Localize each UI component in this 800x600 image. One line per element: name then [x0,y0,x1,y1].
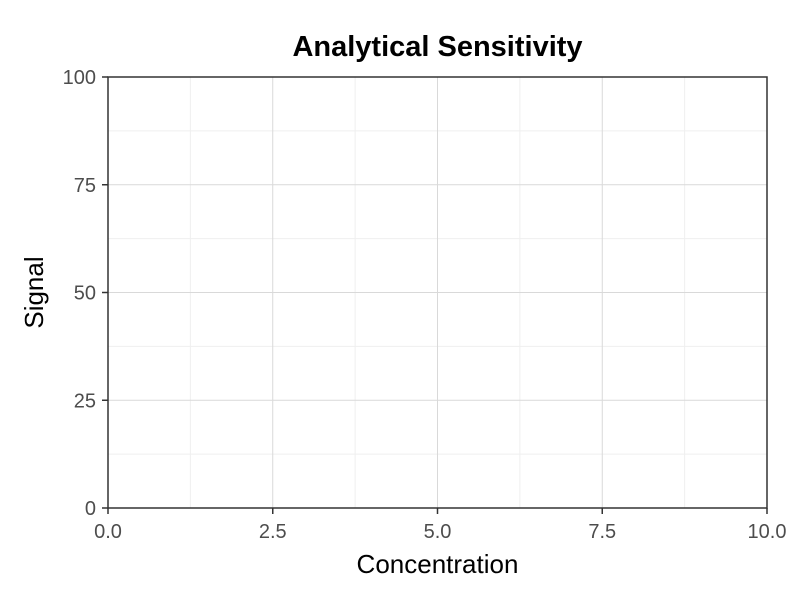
x-tick-label: 2.5 [259,521,287,543]
x-axis-ticks: 0.0 2.5 5.0 7.5 10.0 [94,508,786,543]
x-tick-label: 0.0 [94,521,122,543]
x-axis-title: Concentration [357,549,519,579]
y-axis-ticks: 0 25 50 75 100 [63,67,108,520]
x-tick-label: 5.0 [424,521,452,543]
x-tick-label: 7.5 [588,521,616,543]
y-tick-label: 75 [74,175,96,197]
y-tick-label: 100 [63,67,96,89]
x-tick-label: 10.0 [748,521,787,543]
y-tick-label: 25 [74,390,96,412]
y-tick-label: 50 [74,283,96,305]
y-axis-title: Signal [19,256,49,328]
major-gridlines [107,76,768,509]
chart-title: Analytical Sensitivity [292,31,582,63]
y-tick-label: 0 [85,498,96,520]
